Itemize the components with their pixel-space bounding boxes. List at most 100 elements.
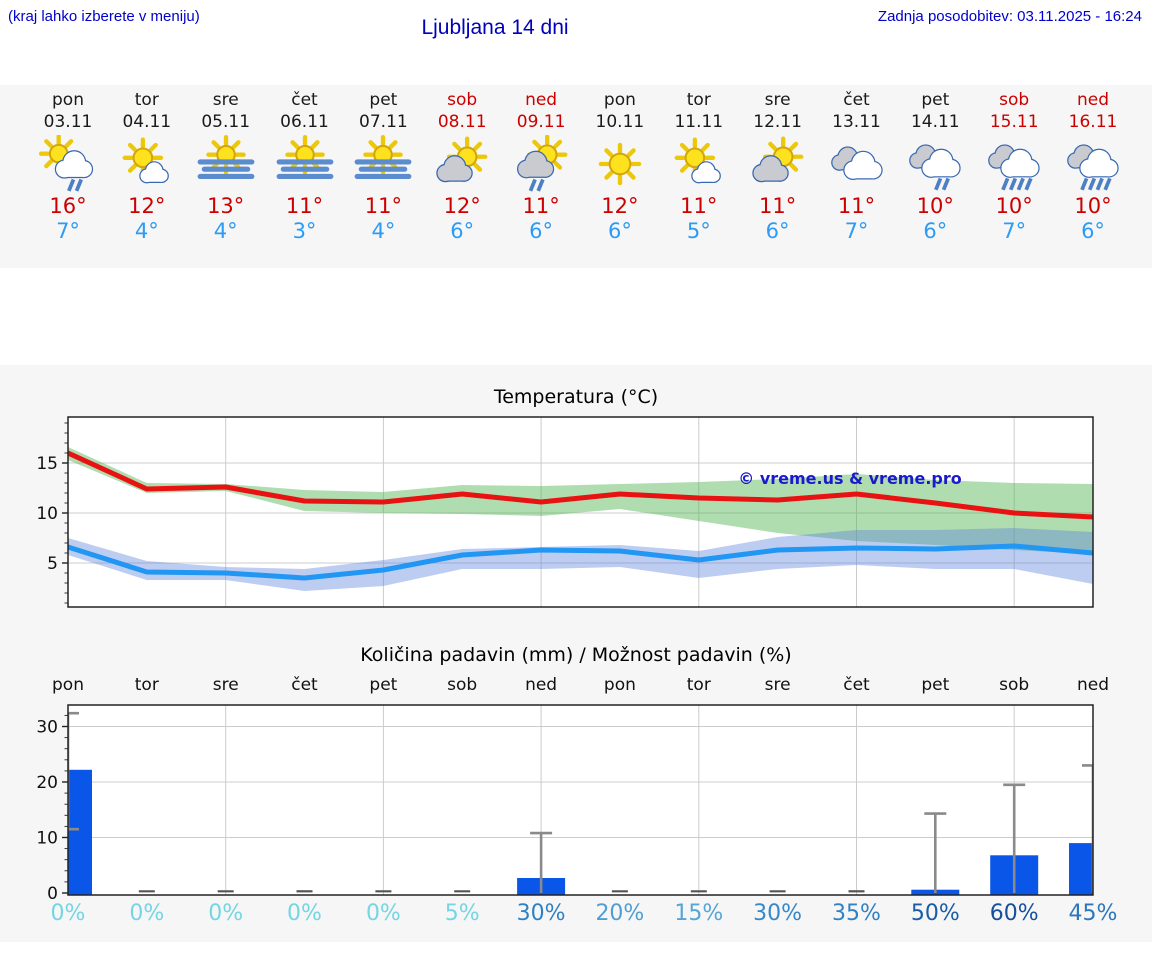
day-date: 14.11	[910, 112, 960, 132]
day-name: tor	[686, 90, 711, 110]
temp-min: 6°	[450, 219, 475, 243]
day-name: sre	[212, 90, 239, 110]
cloudy-rain-icon	[1051, 135, 1135, 193]
sun-icon	[578, 135, 662, 193]
precip-probability-row: 0% 0% 0% 0% 0% 5% 30% 20% 15% 30% 35% 50% 60% 45%	[0, 901, 1152, 931]
forecast-day: pon 10.11 12° 6°	[578, 89, 662, 244]
precip-probability: 30%	[753, 901, 803, 926]
temp-max: 16°	[49, 194, 87, 218]
temp-max: 11°	[837, 194, 876, 218]
forecast-day: ned 16.11 10° 6°	[1051, 89, 1135, 244]
temp-min: 7°	[1002, 219, 1027, 243]
forecast-day: tor 04.11 12° 4°	[105, 89, 189, 244]
precip-day-label: sob	[999, 675, 1030, 695]
precip-day-label: sob	[447, 675, 478, 695]
precip-probability: 0%	[50, 901, 86, 926]
day-date: 10.11	[595, 112, 645, 132]
sun-small-cloud-icon	[105, 135, 189, 193]
day-name: sre	[764, 90, 791, 110]
sun-graycloud-icon	[736, 135, 820, 193]
day-date: 05.11	[201, 112, 251, 132]
svg-text:0: 0	[47, 884, 58, 900]
precip-day-label: ned	[525, 675, 558, 695]
temp-max: 12°	[601, 194, 639, 218]
forecast-day: sre 12.11 11° 6°	[736, 89, 820, 244]
temp-min: 7°	[56, 219, 80, 243]
svg-text:© vreme.us & vreme.pro: © vreme.us & vreme.pro	[738, 469, 961, 488]
forecast-day: pon 03.11 16° 7°	[26, 89, 110, 244]
temp-max: 13°	[207, 194, 245, 218]
temp-min: 5°	[686, 219, 711, 243]
precip-probability: 0%	[365, 901, 401, 926]
day-name: pon	[603, 90, 636, 110]
temp-max: 12°	[128, 194, 166, 218]
temp-min: 4°	[213, 219, 238, 243]
svg-text:20: 20	[36, 773, 58, 793]
day-date: 06.11	[280, 112, 329, 132]
menu-hint-link[interactable]: (kraj lahko izberete v meniju)	[8, 8, 200, 25]
forecast-day: sob 15.11 10° 7°	[972, 89, 1056, 244]
sun-fog-icon	[184, 134, 268, 193]
day-date: 04.11	[122, 112, 172, 132]
temp-min: 6°	[607, 219, 632, 243]
temp-min: 4°	[371, 219, 396, 243]
temp-max: 11°	[680, 194, 718, 218]
precipitation-chart: 0 10 20 30	[36, 704, 1094, 900]
day-date: 15.11	[989, 112, 1039, 132]
precip-day-label: pon	[603, 675, 636, 695]
temp-min: 6°	[1081, 219, 1105, 243]
temp-max: 11°	[758, 194, 797, 218]
forecast-day: pet 07.11 11° 4°	[341, 89, 425, 244]
forecast-day: sob 08.11 12° 6°	[420, 89, 504, 244]
precip-probability: 50%	[910, 901, 960, 926]
day-date: 11.11	[674, 112, 724, 132]
svg-text:30: 30	[36, 718, 58, 738]
temp-max: 11°	[364, 194, 402, 218]
day-name: pet	[921, 90, 950, 110]
day-date: 12.11	[753, 112, 802, 132]
forecast-day: sre 05.11 13° 4°	[184, 89, 268, 244]
precip-probability: 20%	[595, 901, 645, 926]
sun-fog-icon	[341, 134, 425, 193]
svg-text:5: 5	[47, 554, 58, 574]
forecast-day: čet 13.11 11° 7°	[815, 89, 899, 244]
precip-day-label: ned	[1076, 675, 1110, 695]
forecast-day: čet 06.11 11° 3°	[263, 89, 347, 244]
precip-probability: 45%	[1068, 901, 1118, 926]
forecast-day: ned 09.11 11° 6°	[499, 89, 583, 244]
precip-probability: 0%	[287, 901, 322, 926]
page-title: Ljubljana 14 dni	[421, 16, 569, 39]
day-name: pon	[52, 90, 84, 110]
day-date: 13.11	[832, 112, 881, 132]
temp-max: 10°	[995, 194, 1033, 218]
forecast-strip: pon 03.11 16° 7° tor 04.11 12° 4° sre 05.11 13° 4° č…	[0, 85, 1152, 268]
precip-day-label: tor	[686, 675, 711, 695]
precip-probability: 35%	[832, 901, 881, 926]
temp-min: 7°	[844, 219, 869, 243]
precip-day-label: pon	[52, 675, 84, 695]
temperature-chart-title: Temperatura (°C)	[493, 386, 659, 408]
day-date: 03.11	[43, 112, 93, 132]
temp-max: 11°	[285, 194, 324, 218]
temp-max: 10°	[1074, 194, 1112, 218]
sun-small-cloud-icon	[657, 135, 741, 193]
precip-day-label: čet	[843, 675, 870, 695]
precip-probability: 30%	[516, 901, 566, 926]
day-date: 07.11	[359, 112, 408, 132]
precip-day-label: čet	[291, 675, 318, 695]
day-name: sob	[999, 90, 1030, 110]
sun-fog-icon	[263, 134, 347, 193]
temperature-chart: © vreme.us & vreme.pro 5 10 15	[36, 416, 1094, 608]
day-date: 09.11	[516, 112, 566, 132]
temp-min: 4°	[134, 219, 159, 243]
temp-min: 3°	[292, 219, 317, 243]
day-name: sob	[447, 90, 478, 110]
cloudy-icon	[815, 135, 899, 193]
precip-day-label: sre	[764, 675, 791, 695]
temp-min: 6°	[765, 219, 790, 243]
precip-probability: 60%	[989, 901, 1039, 926]
precip-day-labels: pon tor sre čet pet sob ned pon tor sre čet pet sob n…	[0, 675, 1152, 699]
sun-cloud-rain-icon	[26, 133, 110, 193]
temp-min: 6°	[923, 219, 948, 243]
